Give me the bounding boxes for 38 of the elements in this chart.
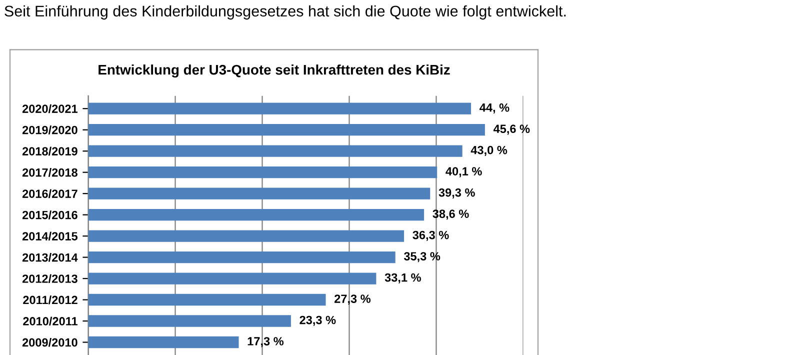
data-label: 23,3 % [300,316,336,326]
y-tick-label: 2017/2018 [22,168,78,177]
data-label: 44, % [480,103,510,114]
y-tick-label: 2019/2020 [22,126,78,134]
data-label: 40,1 % [446,167,482,178]
bar [88,145,462,157]
data-label: 27,3 % [334,294,371,305]
data-label: 38,6 % [432,210,469,220]
y-tick-label: 2012/2013 [22,274,78,284]
y-tick-label: 2014/2015 [22,232,78,241]
data-label: 43,0 % [470,146,508,156]
y-tick-label: 2020/2021 [22,104,78,114]
bar [88,124,485,136]
y-tick-label: 2011/2012 [23,295,78,304]
bar [88,166,438,178]
data-label: 17,3 % [248,337,284,348]
bar [88,230,404,242]
y-tick-label: 2013/2014 [22,253,78,262]
y-tick-label: 2018/2019 [22,146,78,156]
bar [88,102,472,114]
bar [88,272,376,284]
data-label: 33,1 % [384,273,421,284]
data-label: 35,3 % [404,252,440,262]
data-label: 39,3 % [438,188,475,198]
chart-title: Entwicklung der U3-Quote seit Inkrafttreten des KiBiz [98,64,450,78]
data-label: 36,3 % [412,230,449,241]
y-tick-label: 2010/2011 [23,316,78,326]
y-tick-label: 2015/2016 [22,210,78,220]
bar [88,336,239,348]
bar [88,294,326,306]
bar [88,315,291,327]
chart-subtitle: Seit Einführung des Kinderbildungsgesetzes hat sich die Quote wie folgt entwickelt. [4,5,566,20]
data-label: 45,6 % [493,124,530,135]
y-tick-label: 2016/2017 [22,189,78,198]
bar [88,208,424,221]
bar [88,188,430,200]
y-tick-label: 2009/2010 [22,338,78,347]
bar [88,251,396,264]
